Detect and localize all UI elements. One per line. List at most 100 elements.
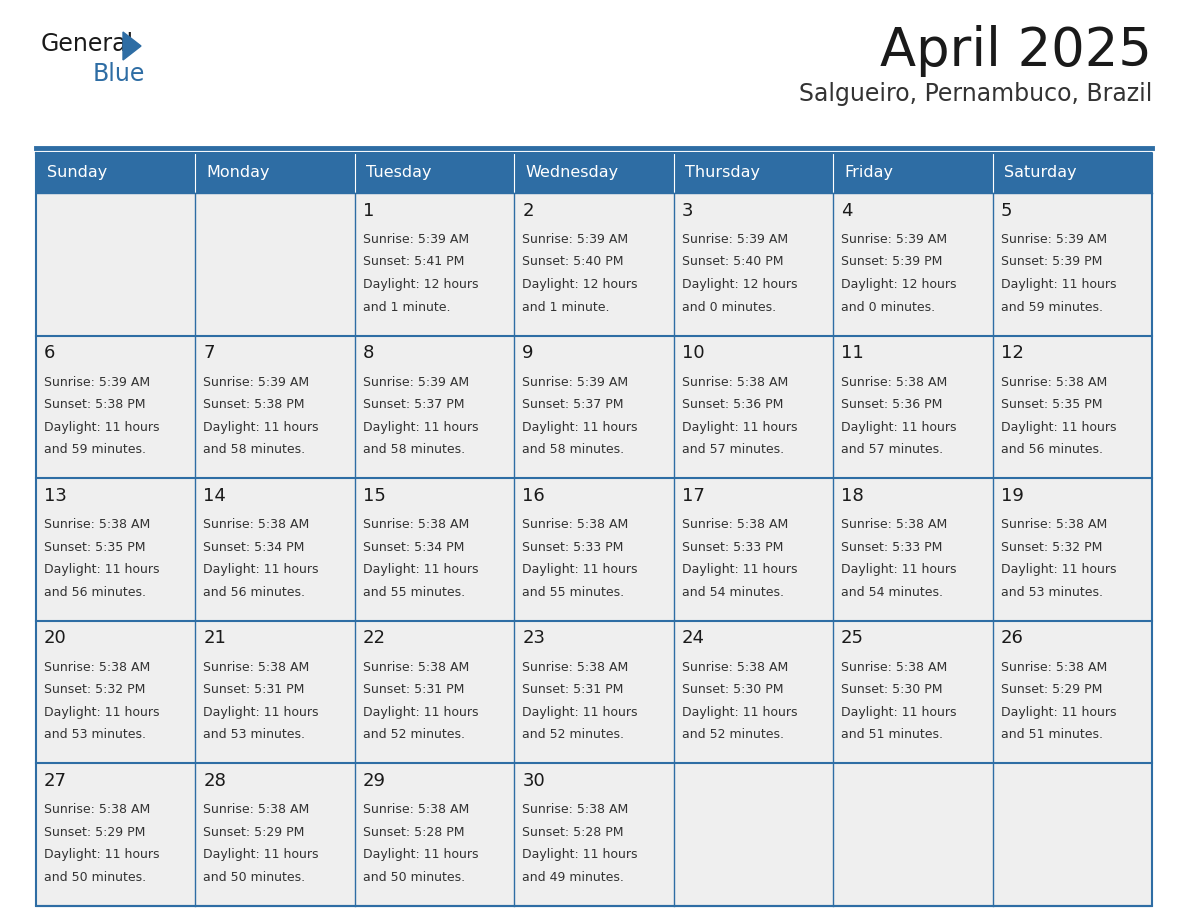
Text: 5: 5 [1000,202,1012,219]
Text: Sunset: 5:39 PM: Sunset: 5:39 PM [1000,255,1102,268]
Text: Sunrise: 5:38 AM: Sunrise: 5:38 AM [682,375,788,388]
Bar [355,764,514,906]
Text: 28: 28 [203,772,226,790]
Text: Sunrise: 5:39 AM: Sunrise: 5:39 AM [682,233,788,246]
Bar [674,193,833,336]
Text: and 50 minutes.: and 50 minutes. [44,871,146,884]
Bar [674,336,833,478]
Text: 15: 15 [362,487,386,505]
Text: Daylight: 11 hours: Daylight: 11 hours [1000,706,1116,719]
Text: Daylight: 12 hours: Daylight: 12 hours [682,278,797,291]
Text: and 54 minutes.: and 54 minutes. [841,586,943,599]
Text: Sunset: 5:33 PM: Sunset: 5:33 PM [682,541,783,554]
Bar [514,153,674,193]
Text: 8: 8 [362,344,374,363]
Text: and 53 minutes.: and 53 minutes. [44,728,146,742]
Text: 11: 11 [841,344,864,363]
Text: Sunset: 5:34 PM: Sunset: 5:34 PM [362,541,465,554]
Text: and 0 minutes.: and 0 minutes. [841,300,935,314]
Text: 3: 3 [682,202,693,219]
Text: Sunset: 5:30 PM: Sunset: 5:30 PM [841,683,942,696]
Text: Sunset: 5:39 PM: Sunset: 5:39 PM [841,255,942,268]
Text: Daylight: 11 hours: Daylight: 11 hours [1000,420,1116,433]
Text: and 49 minutes.: and 49 minutes. [523,871,624,884]
Bar [992,764,1152,906]
Text: 23: 23 [523,630,545,647]
Bar [355,621,514,764]
Text: Daylight: 12 hours: Daylight: 12 hours [523,278,638,291]
Text: Daylight: 11 hours: Daylight: 11 hours [682,563,797,577]
Text: April 2025: April 2025 [880,25,1152,77]
Text: Sunrise: 5:38 AM: Sunrise: 5:38 AM [362,661,469,674]
Text: Sunset: 5:40 PM: Sunset: 5:40 PM [523,255,624,268]
Text: Sunrise: 5:38 AM: Sunrise: 5:38 AM [841,661,947,674]
Bar [355,193,514,336]
Text: and 50 minutes.: and 50 minutes. [362,871,465,884]
Text: 19: 19 [1000,487,1023,505]
Text: 1: 1 [362,202,374,219]
Text: and 51 minutes.: and 51 minutes. [841,728,943,742]
Text: Daylight: 11 hours: Daylight: 11 hours [362,563,479,577]
Text: Sunset: 5:36 PM: Sunset: 5:36 PM [841,398,942,411]
Bar [992,193,1152,336]
Text: Daylight: 11 hours: Daylight: 11 hours [203,420,318,433]
Text: General: General [42,32,134,56]
Text: Sunrise: 5:38 AM: Sunrise: 5:38 AM [44,803,150,816]
Text: 6: 6 [44,344,56,363]
Text: Daylight: 11 hours: Daylight: 11 hours [682,420,797,433]
Text: Sunrise: 5:38 AM: Sunrise: 5:38 AM [841,518,947,532]
Bar [514,621,674,764]
Text: Monday: Monday [207,165,270,181]
Text: Sunrise: 5:38 AM: Sunrise: 5:38 AM [203,661,310,674]
Text: Daylight: 11 hours: Daylight: 11 hours [362,848,479,861]
Text: and 59 minutes.: and 59 minutes. [44,443,146,456]
Text: Sunrise: 5:38 AM: Sunrise: 5:38 AM [523,661,628,674]
Bar [514,478,674,621]
Text: Sunset: 5:32 PM: Sunset: 5:32 PM [1000,541,1102,554]
Text: Sunset: 5:28 PM: Sunset: 5:28 PM [523,826,624,839]
Text: 18: 18 [841,487,864,505]
Text: Daylight: 11 hours: Daylight: 11 hours [44,848,159,861]
Text: Daylight: 11 hours: Daylight: 11 hours [362,706,479,719]
Bar [674,478,833,621]
Text: Wednesday: Wednesday [525,165,619,181]
Text: 17: 17 [682,487,704,505]
Bar [833,621,992,764]
Text: 13: 13 [44,487,67,505]
Text: and 55 minutes.: and 55 minutes. [362,586,465,599]
Bar [355,153,514,193]
Text: and 58 minutes.: and 58 minutes. [523,443,625,456]
Text: and 52 minutes.: and 52 minutes. [682,728,784,742]
Text: Sunset: 5:31 PM: Sunset: 5:31 PM [523,683,624,696]
Text: Sunset: 5:40 PM: Sunset: 5:40 PM [682,255,783,268]
Text: and 56 minutes.: and 56 minutes. [203,586,305,599]
Text: Daylight: 11 hours: Daylight: 11 hours [523,563,638,577]
Bar [674,153,833,193]
Text: and 57 minutes.: and 57 minutes. [841,443,943,456]
Text: Saturday: Saturday [1004,165,1076,181]
Text: 22: 22 [362,630,386,647]
Text: and 57 minutes.: and 57 minutes. [682,443,784,456]
Text: Daylight: 11 hours: Daylight: 11 hours [841,706,956,719]
Text: and 50 minutes.: and 50 minutes. [203,871,305,884]
Text: Sunset: 5:28 PM: Sunset: 5:28 PM [362,826,465,839]
Text: Sunset: 5:32 PM: Sunset: 5:32 PM [44,683,145,696]
Text: and 1 minute.: and 1 minute. [362,300,450,314]
Text: Sunrise: 5:38 AM: Sunrise: 5:38 AM [44,661,150,674]
Bar [36,478,196,621]
Bar [833,764,992,906]
Text: Sunrise: 5:38 AM: Sunrise: 5:38 AM [682,518,788,532]
Text: 27: 27 [44,772,67,790]
Text: Thursday: Thursday [684,165,760,181]
Bar [355,478,514,621]
Text: Daylight: 11 hours: Daylight: 11 hours [682,706,797,719]
Text: and 58 minutes.: and 58 minutes. [362,443,465,456]
Text: 4: 4 [841,202,853,219]
Text: Sunset: 5:30 PM: Sunset: 5:30 PM [682,683,783,696]
Text: Sunrise: 5:38 AM: Sunrise: 5:38 AM [1000,375,1107,388]
Bar [833,336,992,478]
Text: Sunset: 5:41 PM: Sunset: 5:41 PM [362,255,465,268]
Text: Sunset: 5:29 PM: Sunset: 5:29 PM [203,826,305,839]
Text: Sunrise: 5:38 AM: Sunrise: 5:38 AM [523,803,628,816]
Text: 21: 21 [203,630,226,647]
